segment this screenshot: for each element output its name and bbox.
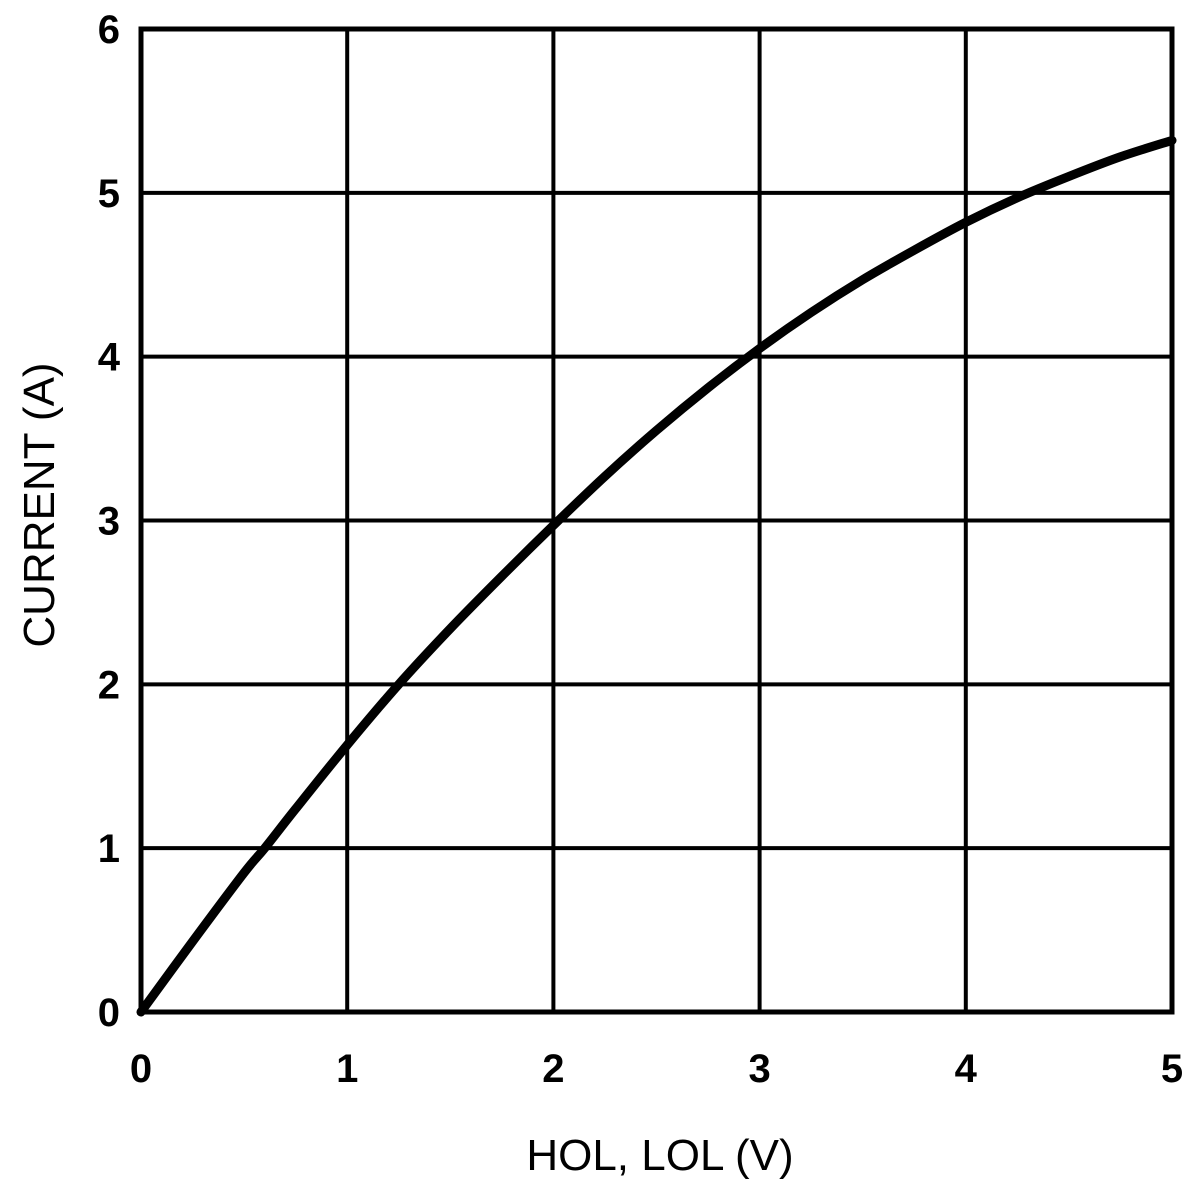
plot-frame (138, 26, 1175, 1015)
x-axis-label: HOL, LOL (V) (526, 1131, 793, 1180)
y-tick-labels: 0 1 2 3 4 5 6 (98, 8, 121, 1035)
x-tick-label: 3 (748, 1047, 770, 1091)
x-tick-label: 5 (1161, 1047, 1183, 1091)
y-tick-label: 2 (98, 663, 120, 707)
x-tick-label: 0 (130, 1047, 152, 1091)
x-tick-label: 1 (336, 1047, 358, 1091)
y-tick-label: 5 (98, 172, 120, 216)
grid-lines (139, 27, 1174, 1014)
y-tick-label: 4 (98, 336, 121, 380)
y-axis-label: CURRENT (A) (15, 362, 64, 647)
y-tick-label: 0 (98, 991, 120, 1035)
current-curve (136, 135, 1177, 1017)
y-tick-label: 3 (98, 500, 120, 544)
x-tick-label: 4 (955, 1047, 978, 1091)
y-tick-label: 6 (98, 8, 120, 52)
y-tick-label: 1 (98, 827, 120, 871)
x-tick-label: 2 (542, 1047, 564, 1091)
x-tick-labels: 0 1 2 3 4 5 (130, 1047, 1183, 1091)
